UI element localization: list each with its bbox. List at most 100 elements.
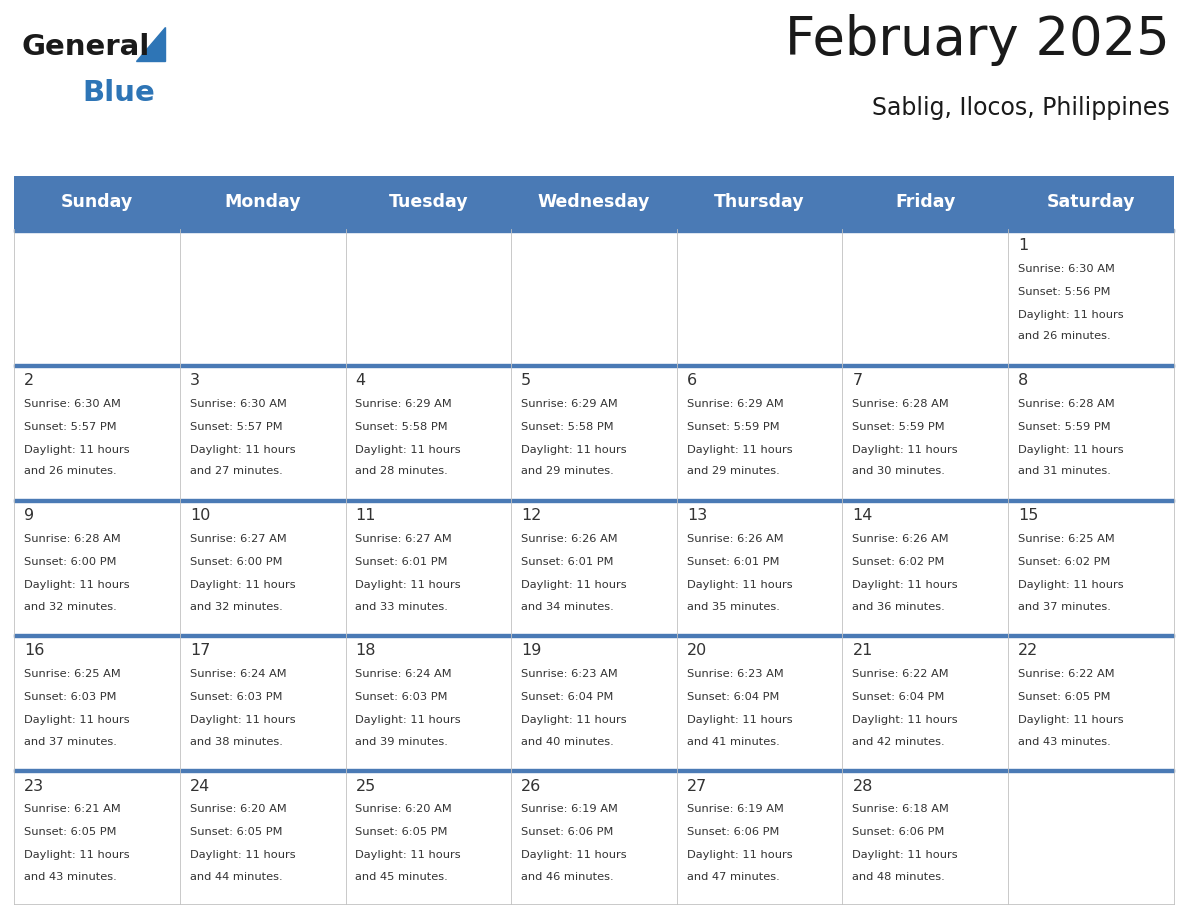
Text: Sunset: 6:02 PM: Sunset: 6:02 PM — [1018, 557, 1111, 567]
Bar — [14, 498, 1174, 502]
Text: and 40 minutes.: and 40 minutes. — [522, 736, 614, 746]
Text: Sunrise: 6:27 AM: Sunrise: 6:27 AM — [355, 534, 453, 544]
Text: Daylight: 11 hours: Daylight: 11 hours — [24, 715, 129, 725]
Text: Daylight: 11 hours: Daylight: 11 hours — [190, 580, 296, 590]
Text: Sunset: 6:01 PM: Sunset: 6:01 PM — [355, 557, 448, 567]
Text: 6: 6 — [687, 374, 697, 388]
Text: Daylight: 11 hours: Daylight: 11 hours — [687, 850, 792, 860]
Text: Sunset: 6:00 PM: Sunset: 6:00 PM — [24, 557, 116, 567]
Text: Sunrise: 6:30 AM: Sunrise: 6:30 AM — [1018, 263, 1114, 274]
Text: Daylight: 11 hours: Daylight: 11 hours — [24, 580, 129, 590]
Text: Daylight: 11 hours: Daylight: 11 hours — [355, 850, 461, 860]
Text: Daylight: 11 hours: Daylight: 11 hours — [190, 715, 296, 725]
Text: Sunset: 6:05 PM: Sunset: 6:05 PM — [1018, 692, 1111, 702]
Text: Sunrise: 6:23 AM: Sunrise: 6:23 AM — [687, 669, 784, 679]
Text: Sunset: 6:06 PM: Sunset: 6:06 PM — [853, 827, 944, 837]
Text: and 42 minutes.: and 42 minutes. — [853, 736, 944, 746]
Text: Daylight: 11 hours: Daylight: 11 hours — [522, 850, 627, 860]
Bar — [14, 229, 1174, 232]
Text: 1: 1 — [1018, 238, 1029, 253]
Text: and 26 minutes.: and 26 minutes. — [24, 466, 116, 476]
Text: and 37 minutes.: and 37 minutes. — [24, 736, 118, 746]
Text: and 33 minutes.: and 33 minutes. — [355, 601, 448, 611]
Text: Sunset: 6:01 PM: Sunset: 6:01 PM — [522, 557, 614, 567]
Text: Sunset: 5:57 PM: Sunset: 5:57 PM — [190, 422, 283, 431]
Text: Daylight: 11 hours: Daylight: 11 hours — [522, 580, 627, 590]
Text: Daylight: 11 hours: Daylight: 11 hours — [853, 850, 958, 860]
Text: and 43 minutes.: and 43 minutes. — [1018, 736, 1111, 746]
Text: Daylight: 11 hours: Daylight: 11 hours — [24, 445, 129, 454]
Text: and 31 minutes.: and 31 minutes. — [1018, 466, 1111, 476]
Text: 9: 9 — [24, 509, 34, 523]
Text: Sunrise: 6:19 AM: Sunrise: 6:19 AM — [687, 804, 784, 814]
Text: Sunset: 6:02 PM: Sunset: 6:02 PM — [853, 557, 944, 567]
Text: 3: 3 — [190, 374, 200, 388]
Text: and 44 minutes.: and 44 minutes. — [190, 872, 283, 882]
Text: General: General — [21, 32, 150, 61]
Text: and 46 minutes.: and 46 minutes. — [522, 872, 614, 882]
Text: and 28 minutes.: and 28 minutes. — [355, 466, 448, 476]
Text: Daylight: 11 hours: Daylight: 11 hours — [522, 445, 627, 454]
Text: Sunrise: 6:22 AM: Sunrise: 6:22 AM — [1018, 669, 1114, 679]
Text: Sunset: 6:06 PM: Sunset: 6:06 PM — [687, 827, 779, 837]
Text: and 30 minutes.: and 30 minutes. — [853, 466, 946, 476]
Text: 8: 8 — [1018, 374, 1029, 388]
Text: and 32 minutes.: and 32 minutes. — [190, 601, 283, 611]
Text: Sunset: 6:05 PM: Sunset: 6:05 PM — [24, 827, 116, 837]
Bar — [14, 364, 1174, 367]
Text: Daylight: 11 hours: Daylight: 11 hours — [355, 580, 461, 590]
Text: and 43 minutes.: and 43 minutes. — [24, 872, 116, 882]
Text: and 26 minutes.: and 26 minutes. — [1018, 331, 1111, 341]
Text: 26: 26 — [522, 778, 542, 793]
Text: 23: 23 — [24, 778, 44, 793]
Text: 19: 19 — [522, 644, 542, 658]
Text: 18: 18 — [355, 644, 375, 658]
Bar — [14, 769, 1174, 772]
Text: 7: 7 — [853, 374, 862, 388]
Text: Tuesday: Tuesday — [388, 194, 468, 211]
Text: Daylight: 11 hours: Daylight: 11 hours — [24, 850, 129, 860]
Text: Sunrise: 6:26 AM: Sunrise: 6:26 AM — [522, 534, 618, 544]
Text: and 27 minutes.: and 27 minutes. — [190, 466, 283, 476]
Text: 22: 22 — [1018, 644, 1038, 658]
Text: and 32 minutes.: and 32 minutes. — [24, 601, 116, 611]
Text: Sunset: 5:59 PM: Sunset: 5:59 PM — [1018, 422, 1111, 431]
Text: Daylight: 11 hours: Daylight: 11 hours — [1018, 715, 1124, 725]
Text: 16: 16 — [24, 644, 45, 658]
Text: Sunset: 6:03 PM: Sunset: 6:03 PM — [355, 692, 448, 702]
Text: Sunrise: 6:28 AM: Sunrise: 6:28 AM — [24, 534, 121, 544]
Text: and 37 minutes.: and 37 minutes. — [1018, 601, 1111, 611]
Text: Daylight: 11 hours: Daylight: 11 hours — [355, 445, 461, 454]
Polygon shape — [137, 27, 165, 61]
Text: Daylight: 11 hours: Daylight: 11 hours — [687, 445, 792, 454]
Text: Friday: Friday — [895, 194, 955, 211]
Text: Sunset: 6:00 PM: Sunset: 6:00 PM — [190, 557, 283, 567]
Text: Daylight: 11 hours: Daylight: 11 hours — [853, 715, 958, 725]
Text: 21: 21 — [853, 644, 873, 658]
Text: and 29 minutes.: and 29 minutes. — [687, 466, 779, 476]
Text: 24: 24 — [190, 778, 210, 793]
Text: Sablig, Ilocos, Philippines: Sablig, Ilocos, Philippines — [872, 96, 1170, 120]
Text: Sunrise: 6:26 AM: Sunrise: 6:26 AM — [687, 534, 783, 544]
Text: Daylight: 11 hours: Daylight: 11 hours — [190, 850, 296, 860]
Text: Sunset: 5:56 PM: Sunset: 5:56 PM — [1018, 286, 1111, 297]
Text: Daylight: 11 hours: Daylight: 11 hours — [355, 715, 461, 725]
Text: and 47 minutes.: and 47 minutes. — [687, 872, 779, 882]
Text: Blue: Blue — [82, 79, 154, 107]
Text: Sunset: 6:01 PM: Sunset: 6:01 PM — [687, 557, 779, 567]
Text: Daylight: 11 hours: Daylight: 11 hours — [853, 580, 958, 590]
Text: 15: 15 — [1018, 509, 1038, 523]
Bar — [14, 634, 1174, 637]
Text: Sunrise: 6:19 AM: Sunrise: 6:19 AM — [522, 804, 618, 814]
Text: 13: 13 — [687, 509, 707, 523]
Text: Sunset: 6:05 PM: Sunset: 6:05 PM — [355, 827, 448, 837]
Text: and 34 minutes.: and 34 minutes. — [522, 601, 614, 611]
Text: Sunset: 6:06 PM: Sunset: 6:06 PM — [522, 827, 613, 837]
Text: Sunrise: 6:20 AM: Sunrise: 6:20 AM — [355, 804, 453, 814]
Text: 10: 10 — [190, 509, 210, 523]
Text: February 2025: February 2025 — [785, 14, 1170, 66]
Text: Sunday: Sunday — [61, 194, 133, 211]
Text: and 48 minutes.: and 48 minutes. — [853, 872, 946, 882]
Text: Sunrise: 6:30 AM: Sunrise: 6:30 AM — [190, 399, 286, 409]
Text: Daylight: 11 hours: Daylight: 11 hours — [190, 445, 296, 454]
